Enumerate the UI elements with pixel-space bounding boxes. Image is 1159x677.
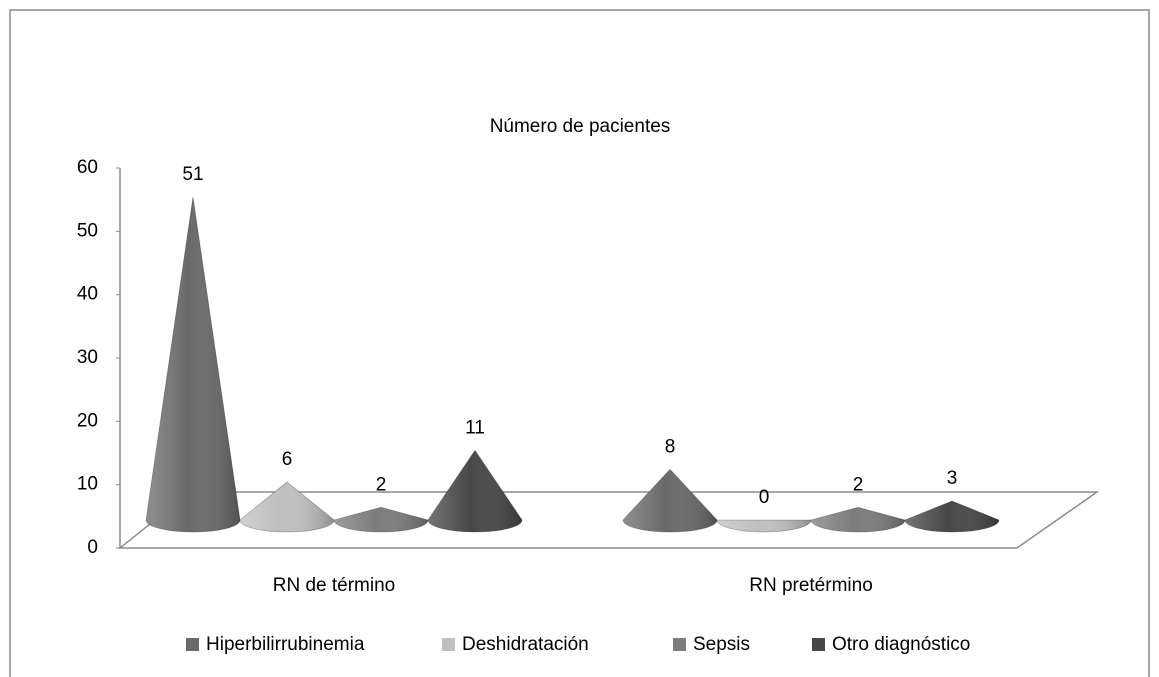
- chart-title: Número de pacientes: [490, 116, 671, 137]
- data-label: 0: [759, 487, 770, 508]
- cone-shade: [334, 507, 428, 532]
- legend-label: Deshidratación: [462, 634, 589, 655]
- legend-swatch: [442, 638, 455, 651]
- y-tick-label: 30: [77, 347, 98, 368]
- x-tick-label: RN de término: [273, 575, 396, 596]
- cone-shade: [717, 520, 811, 532]
- legend-swatch: [812, 638, 825, 651]
- cone-shade: [428, 450, 522, 532]
- data-label: 6: [282, 449, 293, 470]
- data-label: 51: [182, 164, 203, 185]
- cone-shade: [623, 469, 717, 532]
- y-tick-label: 60: [77, 157, 98, 178]
- legend-label: Sepsis: [693, 634, 750, 655]
- cone-shade: [146, 197, 240, 532]
- y-tick-label: 50: [77, 220, 98, 241]
- chart-border: [9, 9, 1150, 677]
- cone-shade: [905, 501, 999, 532]
- cone-shade: [240, 482, 334, 532]
- y-tick-label: 0: [87, 537, 98, 558]
- legend-label: Otro diagnóstico: [832, 634, 970, 655]
- cone-shade: [811, 507, 905, 532]
- legend-label: Hiperbilirrubinemia: [206, 634, 365, 655]
- data-label: 3: [947, 468, 958, 489]
- data-label: 8: [665, 436, 676, 457]
- x-tick-label: RN pretérmino: [749, 575, 873, 596]
- legend-swatch: [673, 638, 686, 651]
- data-label: 2: [376, 474, 387, 495]
- data-label: 2: [853, 474, 864, 495]
- y-tick-label: 10: [77, 474, 98, 495]
- data-label: 11: [465, 417, 485, 438]
- y-tick-label: 40: [77, 284, 98, 305]
- y-tick-label: 20: [77, 410, 98, 431]
- legend-swatch: [186, 638, 199, 651]
